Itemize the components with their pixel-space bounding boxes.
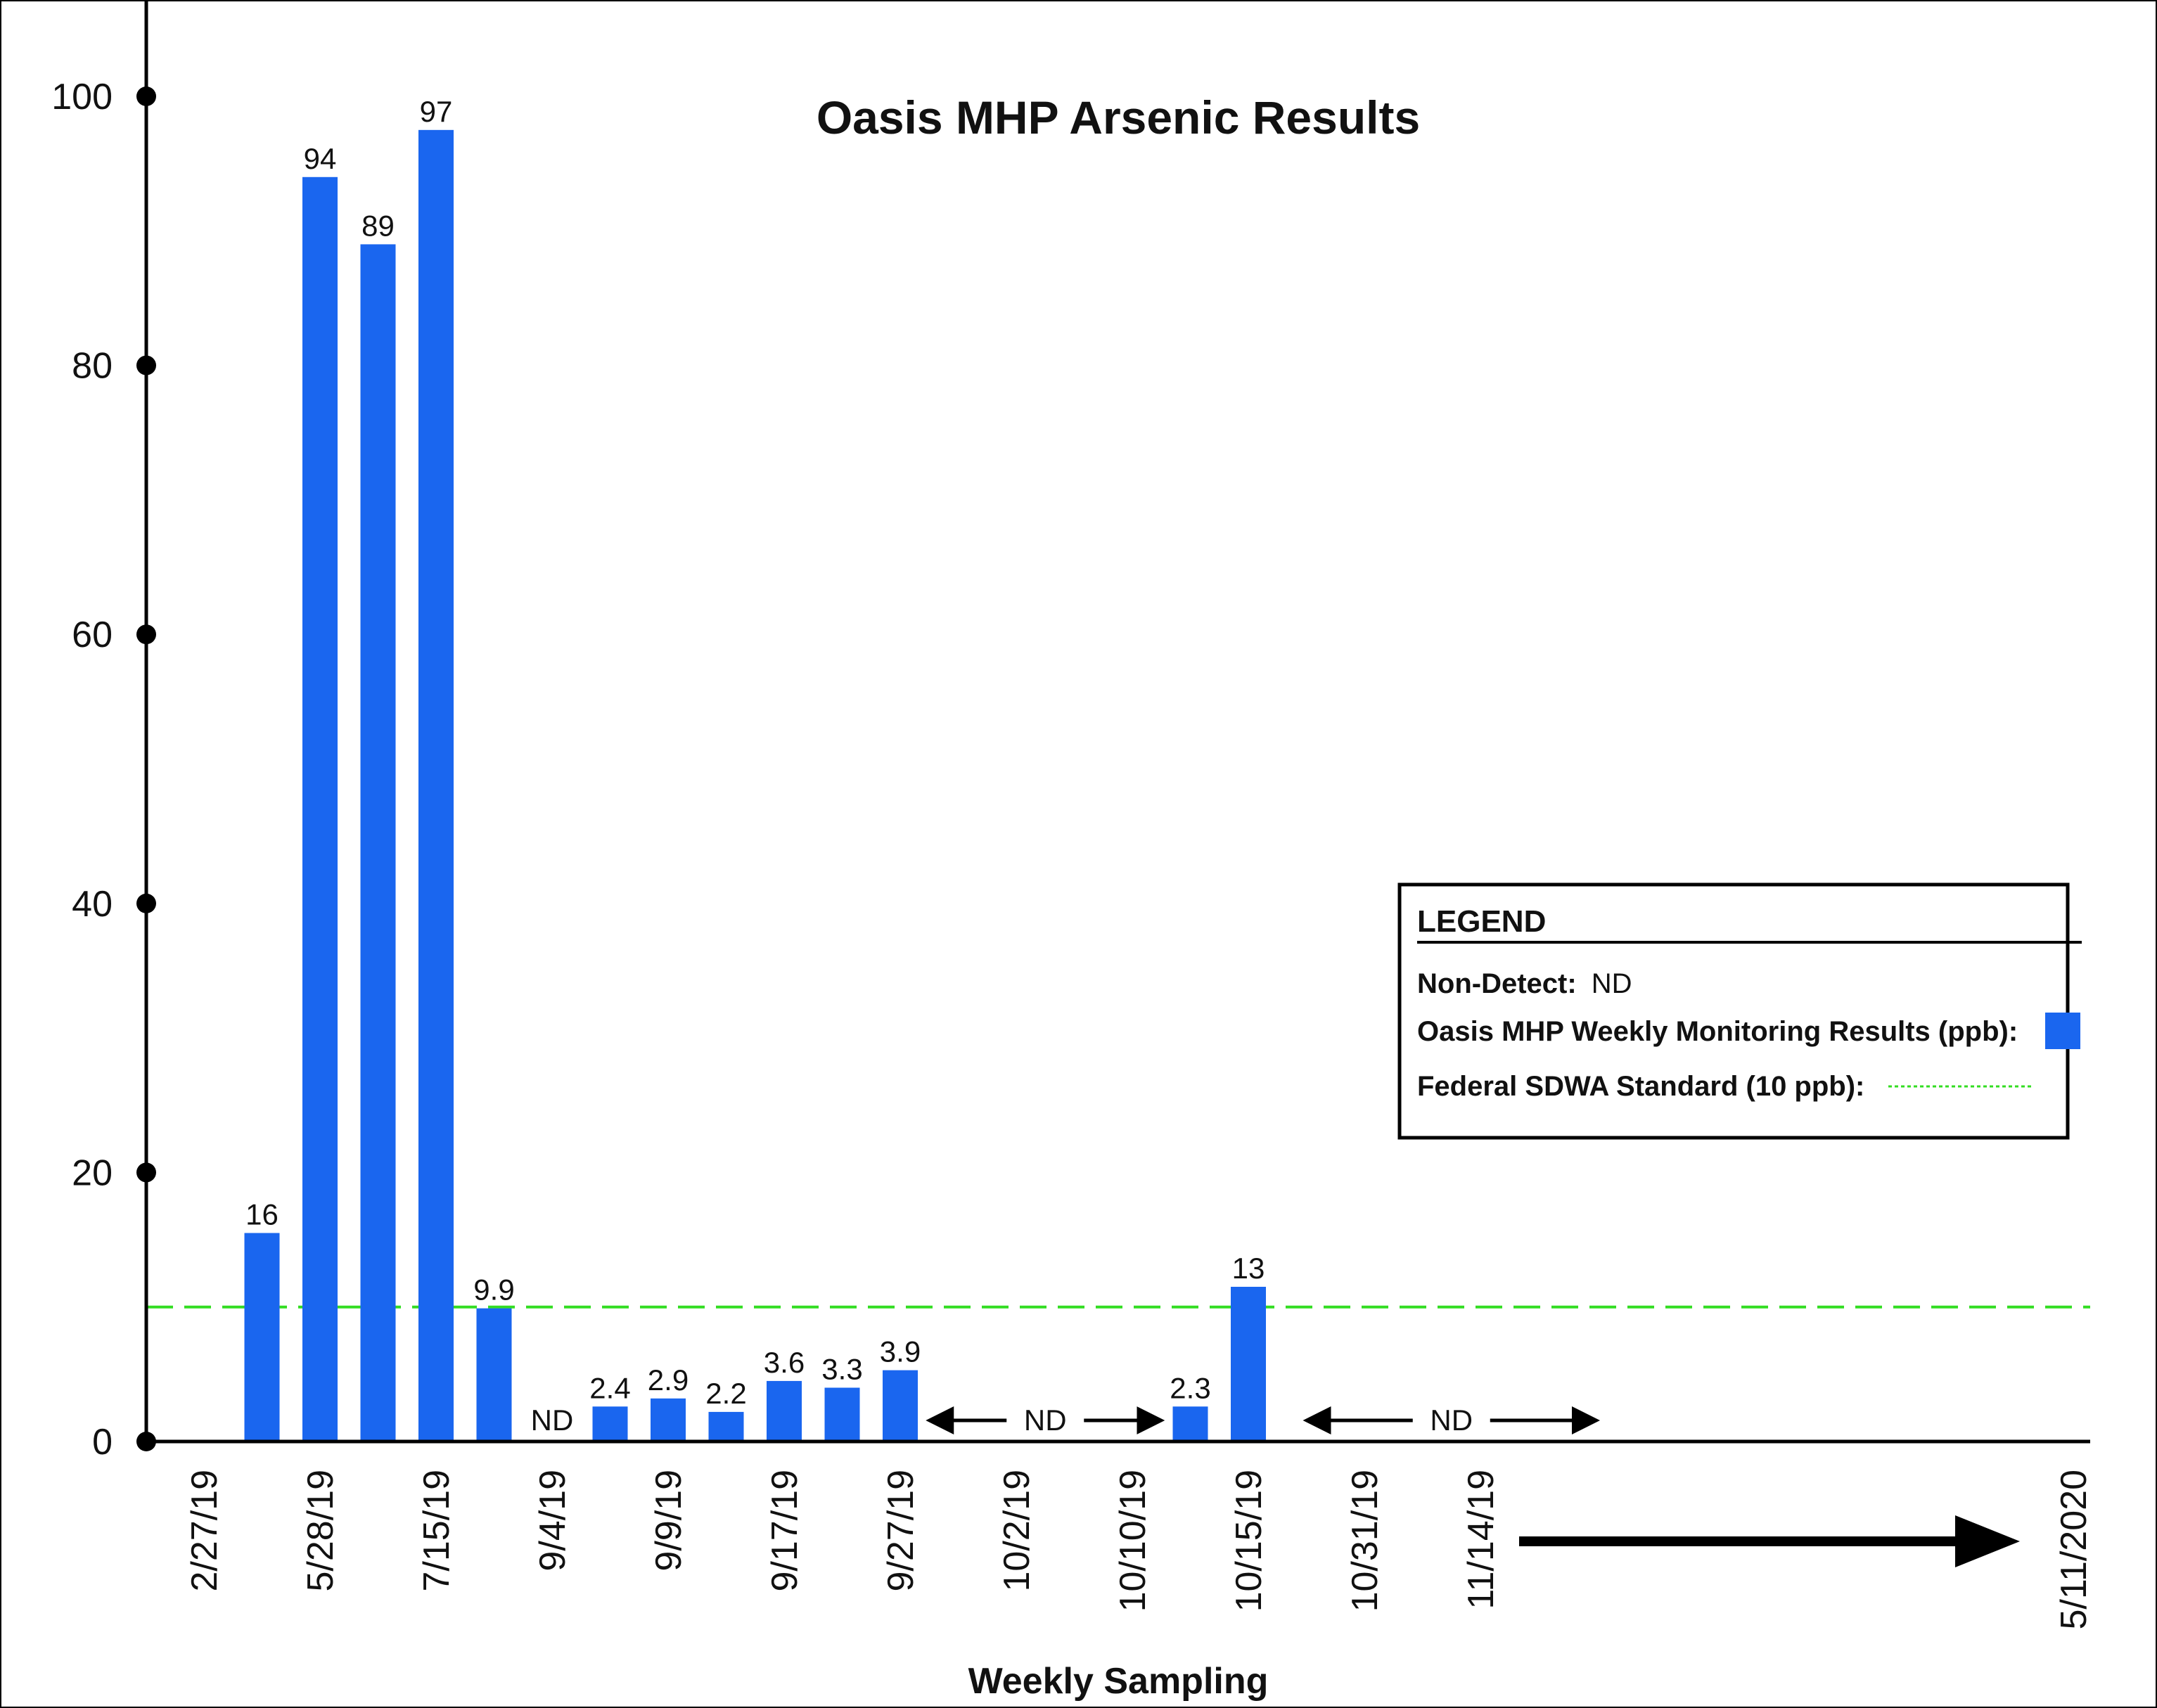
bar-data-label: 2.9 bbox=[648, 1363, 689, 1396]
bar-data-label: 2.3 bbox=[1170, 1371, 1210, 1404]
bar bbox=[883, 1370, 918, 1441]
bar bbox=[651, 1398, 686, 1441]
x-tick-label: 10/10/19 bbox=[1113, 1470, 1153, 1612]
x-axis-label: Weekly Sampling bbox=[968, 1661, 1269, 1702]
x-tick-label: 10/31/19 bbox=[1345, 1470, 1385, 1612]
bar-data-label: 3.6 bbox=[764, 1346, 805, 1379]
bar bbox=[244, 1233, 280, 1441]
bar bbox=[476, 1308, 512, 1441]
x-tick-label: 11/14/19 bbox=[1461, 1470, 1502, 1610]
y-tick-label: 60 bbox=[72, 615, 113, 655]
bar-data-label: 16 bbox=[245, 1197, 279, 1231]
legend-nd-entry: Non-Detect: ND bbox=[1417, 968, 1632, 999]
x-tick-label: 5/28/19 bbox=[300, 1470, 341, 1592]
legend-nd-value: ND bbox=[1592, 968, 1632, 999]
bar bbox=[302, 176, 338, 1441]
y-tick-dot bbox=[136, 1432, 156, 1451]
legend-bar-swatch bbox=[2045, 1013, 2080, 1049]
x-tick-label: 7/15/19 bbox=[416, 1470, 457, 1592]
y-tick-label: 80 bbox=[72, 346, 113, 387]
bar-data-label: 13 bbox=[1232, 1252, 1265, 1285]
y-tick-label: 40 bbox=[72, 884, 113, 925]
legend-standard-label: Federal SDWA Standard (10 ppb): bbox=[1417, 1071, 1864, 1102]
chart-title: Oasis MHP Arsenic Results bbox=[817, 91, 1420, 143]
y-tick-dot bbox=[136, 86, 156, 106]
nd-range-label: ND bbox=[1024, 1404, 1067, 1437]
bar-data-label: 89 bbox=[361, 209, 395, 242]
legend: LEGEND Non-Detect: ND Oasis MHP Weekly M… bbox=[1397, 882, 2082, 1140]
x-tick-label: 10/2/19 bbox=[997, 1470, 1037, 1592]
bar-data-label: 2.2 bbox=[705, 1377, 746, 1410]
bar-data-label: 9.9 bbox=[473, 1273, 514, 1306]
y-tick-label: 100 bbox=[51, 77, 113, 117]
x-tick-label: 10/15/19 bbox=[1229, 1470, 1269, 1612]
bar bbox=[418, 129, 454, 1442]
x-tick-label: 9/4/19 bbox=[532, 1470, 573, 1572]
bars: 16 94 89 97 9.9 2.4 2.9 2.2 3.6 3.3 3.9 2.3 13 bbox=[244, 95, 1266, 1442]
legend-bar-label: Oasis MHP Weekly Monitoring Results (ppb… bbox=[1417, 1016, 2018, 1047]
bar bbox=[1231, 1287, 1266, 1441]
x-tick-label: 9/9/19 bbox=[648, 1470, 689, 1572]
non-detect-markers: ND ND ND bbox=[531, 1404, 2020, 1567]
x-tick-label: 9/17/19 bbox=[764, 1470, 805, 1592]
legend-title: LEGEND bbox=[1417, 904, 1546, 939]
axes: 0 20 40 60 80 100 bbox=[51, 0, 2090, 1463]
x-tick-labels: 2/27/19 5/28/19 7/15/19 9/4/19 9/9/19 9/17/19… bbox=[184, 1470, 2094, 1629]
bar bbox=[767, 1380, 802, 1441]
bar bbox=[1172, 1406, 1208, 1441]
y-tick-dot bbox=[136, 1162, 156, 1183]
continuation-arrow-head bbox=[1955, 1515, 2020, 1567]
bar bbox=[360, 244, 396, 1442]
bar-data-label: 2.4 bbox=[589, 1371, 630, 1404]
bar-data-label: 94 bbox=[304, 142, 337, 175]
nd-range-label: ND bbox=[1430, 1404, 1473, 1437]
bar bbox=[708, 1411, 744, 1441]
x-tick-label: 5/11/2020 bbox=[2054, 1470, 2094, 1629]
bar-data-label: 97 bbox=[420, 95, 453, 128]
x-tick-label: 9/27/19 bbox=[881, 1470, 921, 1592]
bar bbox=[824, 1387, 860, 1441]
legend-box bbox=[1397, 882, 2070, 1140]
x-tick-label: 2/27/19 bbox=[184, 1470, 225, 1592]
bar-data-label: 3.3 bbox=[821, 1352, 862, 1385]
y-tick-label: 20 bbox=[72, 1152, 113, 1193]
y-tick-dot bbox=[136, 355, 156, 375]
nd-label: ND bbox=[531, 1404, 574, 1437]
y-tick-label: 0 bbox=[92, 1422, 113, 1463]
legend-nd-label: Non-Detect: bbox=[1417, 968, 1577, 999]
bar bbox=[592, 1406, 628, 1441]
y-tick-dot bbox=[136, 893, 156, 913]
bar-data-label: 3.9 bbox=[880, 1335, 921, 1368]
y-tick-dot bbox=[136, 624, 156, 645]
